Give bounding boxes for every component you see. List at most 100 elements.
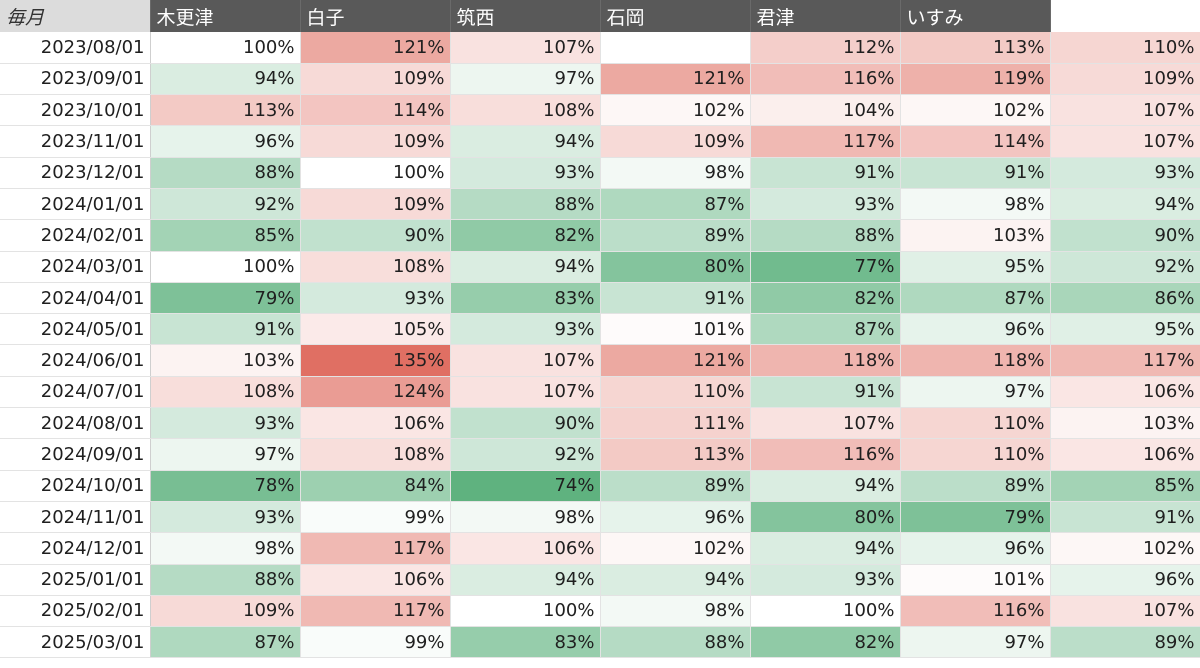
- value-cell[interactable]: 98%: [450, 501, 601, 534]
- value-cell[interactable]: 86%: [1050, 282, 1200, 315]
- value-cell[interactable]: 82%: [450, 219, 601, 252]
- value-cell[interactable]: 108%: [450, 94, 601, 127]
- value-cell[interactable]: 90%: [1050, 219, 1200, 252]
- value-cell[interactable]: 94%: [450, 125, 601, 158]
- value-cell[interactable]: 106%: [300, 407, 451, 440]
- value-cell[interactable]: 117%: [1050, 344, 1200, 377]
- value-cell[interactable]: 98%: [600, 157, 751, 189]
- value-cell[interactable]: 91%: [750, 157, 901, 189]
- date-cell[interactable]: 2023/10/01: [0, 94, 151, 127]
- date-cell[interactable]: 2024/08/01: [0, 407, 151, 440]
- value-cell[interactable]: 96%: [900, 532, 1051, 565]
- value-cell[interactable]: 118%: [900, 344, 1051, 377]
- corner-header-cell[interactable]: 毎月: [0, 0, 151, 32]
- value-cell[interactable]: 96%: [900, 313, 1051, 346]
- value-cell[interactable]: 84%: [300, 470, 451, 502]
- value-cell[interactable]: 113%: [900, 32, 1051, 64]
- value-cell[interactable]: 88%: [150, 157, 301, 189]
- date-cell[interactable]: 2025/01/01: [0, 564, 151, 596]
- value-cell[interactable]: 103%: [1050, 407, 1200, 440]
- value-cell[interactable]: 100%: [300, 157, 451, 189]
- value-cell[interactable]: 114%: [300, 94, 451, 127]
- value-cell[interactable]: 102%: [900, 94, 1051, 127]
- date-cell[interactable]: 2024/11/01: [0, 501, 151, 534]
- value-cell[interactable]: 109%: [300, 125, 451, 158]
- value-cell[interactable]: 116%: [750, 438, 901, 471]
- value-cell[interactable]: 87%: [900, 282, 1051, 315]
- value-cell[interactable]: 124%: [300, 376, 451, 409]
- value-cell[interactable]: 121%: [600, 63, 751, 96]
- value-cell[interactable]: 98%: [900, 188, 1051, 221]
- value-cell[interactable]: 135%: [300, 344, 451, 377]
- value-cell[interactable]: 107%: [450, 344, 601, 377]
- value-cell[interactable]: 107%: [750, 407, 901, 440]
- value-cell[interactable]: 83%: [450, 282, 601, 315]
- value-cell[interactable]: 100%: [750, 595, 901, 628]
- value-cell[interactable]: 97%: [450, 63, 601, 96]
- date-cell[interactable]: 2024/01/01: [0, 188, 151, 221]
- value-cell[interactable]: 106%: [450, 532, 601, 565]
- value-cell[interactable]: 96%: [1050, 564, 1200, 596]
- value-cell[interactable]: 89%: [600, 470, 751, 502]
- value-cell[interactable]: 91%: [150, 313, 301, 346]
- value-cell[interactable]: 116%: [900, 595, 1051, 628]
- column-header-cell[interactable]: [1050, 0, 1200, 32]
- date-cell[interactable]: 2024/10/01: [0, 470, 151, 502]
- date-cell[interactable]: 2024/02/01: [0, 219, 151, 252]
- value-cell[interactable]: 98%: [150, 532, 301, 565]
- value-cell[interactable]: 121%: [600, 344, 751, 377]
- value-cell[interactable]: 77%: [750, 251, 901, 283]
- value-cell[interactable]: 109%: [600, 125, 751, 158]
- value-cell[interactable]: 93%: [450, 157, 601, 189]
- value-cell[interactable]: 80%: [600, 251, 751, 283]
- value-cell[interactable]: 93%: [300, 282, 451, 315]
- value-cell[interactable]: 95%: [900, 251, 1051, 283]
- value-cell[interactable]: 113%: [600, 438, 751, 471]
- value-cell[interactable]: 91%: [900, 157, 1051, 189]
- value-cell[interactable]: 119%: [900, 63, 1051, 96]
- column-header-cell[interactable]: 石岡: [600, 0, 751, 32]
- value-cell[interactable]: 102%: [1050, 532, 1200, 565]
- value-cell[interactable]: 85%: [150, 219, 301, 252]
- value-cell[interactable]: 78%: [150, 470, 301, 502]
- value-cell[interactable]: 88%: [450, 188, 601, 221]
- value-cell[interactable]: 97%: [900, 376, 1051, 409]
- value-cell[interactable]: 79%: [150, 282, 301, 315]
- value-cell[interactable]: 107%: [450, 376, 601, 409]
- value-cell[interactable]: 112%: [750, 32, 901, 64]
- value-cell[interactable]: 118%: [750, 344, 901, 377]
- value-cell[interactable]: 106%: [1050, 438, 1200, 471]
- column-header-cell[interactable]: 白子: [300, 0, 451, 32]
- value-cell[interactable]: 109%: [1050, 63, 1200, 96]
- date-cell[interactable]: 2023/09/01: [0, 63, 151, 96]
- value-cell[interactable]: 107%: [450, 32, 601, 64]
- value-cell[interactable]: 88%: [150, 564, 301, 596]
- value-cell[interactable]: 88%: [600, 626, 751, 659]
- value-cell[interactable]: 90%: [450, 407, 601, 440]
- value-cell[interactable]: 87%: [150, 626, 301, 659]
- value-cell[interactable]: 93%: [450, 313, 601, 346]
- value-cell[interactable]: 101%: [600, 313, 751, 346]
- date-cell[interactable]: 2023/11/01: [0, 125, 151, 158]
- value-cell[interactable]: 93%: [150, 407, 301, 440]
- value-cell[interactable]: 93%: [750, 564, 901, 596]
- value-cell[interactable]: 89%: [600, 219, 751, 252]
- value-cell[interactable]: 108%: [300, 251, 451, 283]
- value-cell[interactable]: 93%: [750, 188, 901, 221]
- date-cell[interactable]: 2024/06/01: [0, 344, 151, 377]
- value-cell[interactable]: 106%: [1050, 376, 1200, 409]
- value-cell[interactable]: 103%: [150, 344, 301, 377]
- value-cell[interactable]: 117%: [750, 125, 901, 158]
- date-cell[interactable]: 2025/03/01: [0, 626, 151, 659]
- value-cell[interactable]: 96%: [600, 501, 751, 534]
- value-cell[interactable]: 87%: [600, 188, 751, 221]
- value-cell[interactable]: 93%: [150, 501, 301, 534]
- value-cell[interactable]: 94%: [600, 564, 751, 596]
- value-cell[interactable]: 110%: [600, 376, 751, 409]
- value-cell[interactable]: 99%: [300, 501, 451, 534]
- value-cell[interactable]: [600, 32, 751, 64]
- date-cell[interactable]: 2023/08/01: [0, 32, 151, 64]
- value-cell[interactable]: 110%: [900, 407, 1051, 440]
- value-cell[interactable]: 107%: [1050, 94, 1200, 127]
- date-cell[interactable]: 2024/05/01: [0, 313, 151, 346]
